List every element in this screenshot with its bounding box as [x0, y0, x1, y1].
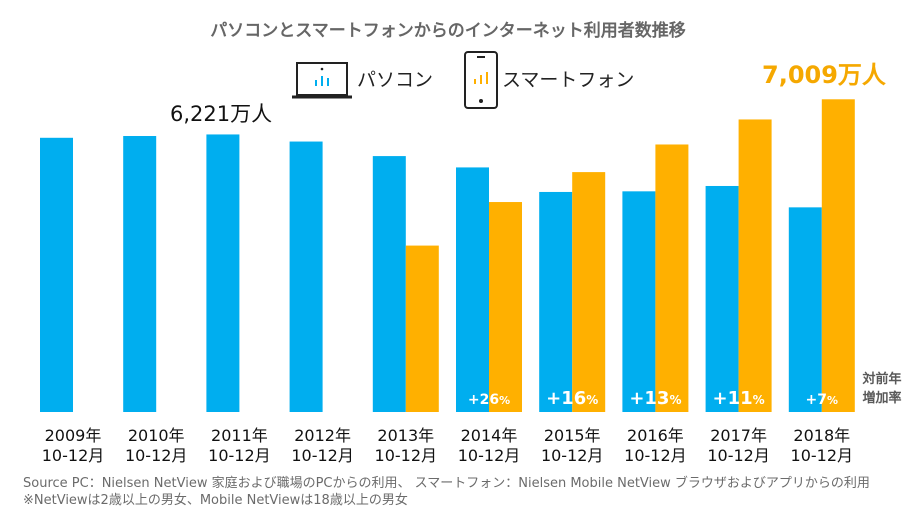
x-label-year-8: 2017年: [710, 426, 767, 445]
x-label-months-1: 10-12月: [125, 446, 188, 465]
bar-pc-9: [788, 207, 822, 412]
x-label-year-7: 2016年: [627, 426, 684, 445]
smartphone-icon: [464, 51, 498, 109]
laptop-icon: [292, 62, 352, 99]
x-label-months-9: 10-12月: [791, 446, 854, 465]
x-label-months-3: 10-12月: [291, 446, 354, 465]
bar-sp-9: [821, 99, 855, 412]
x-label-year-3: 2012年: [294, 426, 351, 445]
bar-sp-4: [405, 245, 439, 412]
x-label-year-2: 2011年: [211, 426, 268, 445]
growth-label-line2: 増加率: [862, 390, 901, 406]
growth-label-5: +26%: [468, 392, 510, 408]
pc-peak-annotation: 6,221万人: [170, 102, 272, 126]
x-label-year-5: 2014年: [461, 426, 518, 445]
x-axis-labels: 2009年10-12月2010年10-12月2011年10-12月2012年10…: [42, 426, 853, 465]
x-label-year-6: 2015年: [544, 426, 601, 445]
bar-pc-6: [539, 191, 573, 412]
x-label-months-2: 10-12月: [208, 446, 271, 465]
x-label-year-1: 2010年: [128, 426, 185, 445]
growth-label-line1: 対前年: [861, 371, 901, 387]
bar-sp-6: [572, 172, 606, 412]
bar-pc-3: [289, 141, 323, 412]
bar-pc-2: [206, 134, 240, 412]
bar-pc-8: [705, 185, 739, 412]
bars-group: [40, 99, 855, 413]
bar-sp-5: [489, 202, 522, 412]
x-label-months-8: 10-12月: [707, 446, 770, 465]
legend-sp-label: スマートフォン: [502, 69, 634, 91]
bar-pc-4: [372, 156, 406, 412]
bar-pc-0: [40, 137, 73, 413]
growth-labels: +26% +16% +13% +11% +7%: [468, 388, 838, 409]
bar-sp-7: [655, 144, 689, 413]
x-label-year-0: 2009年: [45, 426, 102, 445]
bar-pc-7: [622, 191, 656, 412]
growth-label-6: +16%: [546, 388, 598, 409]
x-label-months-4: 10-12月: [375, 446, 438, 465]
x-label-months-5: 10-12月: [458, 446, 521, 465]
growth-label-8: +11%: [713, 388, 765, 409]
growth-label-7: +13%: [629, 388, 681, 409]
bar-sp-8: [738, 119, 772, 413]
x-label-year-4: 2013年: [377, 426, 434, 445]
x-label-months-7: 10-12月: [624, 446, 687, 465]
growth-label-9: +7%: [806, 392, 839, 408]
legend-pc-label: パソコン: [357, 69, 433, 91]
source-line-2: ※NetViewは2歳以上の男女、Mobile NetViewは18歳以上の男女: [23, 492, 408, 508]
bar-pc-1: [123, 136, 157, 413]
x-label-months-0: 10-12月: [42, 446, 105, 465]
sp-peak-annotation: 7,009万人: [762, 61, 886, 89]
chart-title: パソコンとスマートフォンからのインターネット利用者数推移: [210, 20, 686, 41]
x-label-year-9: 2018年: [793, 426, 850, 445]
bar-pc-5: [456, 167, 489, 412]
x-label-months-6: 10-12月: [541, 446, 604, 465]
source-line-1: Source PC：Nielsen NetView 家庭および職場のPCからの利…: [23, 475, 870, 491]
